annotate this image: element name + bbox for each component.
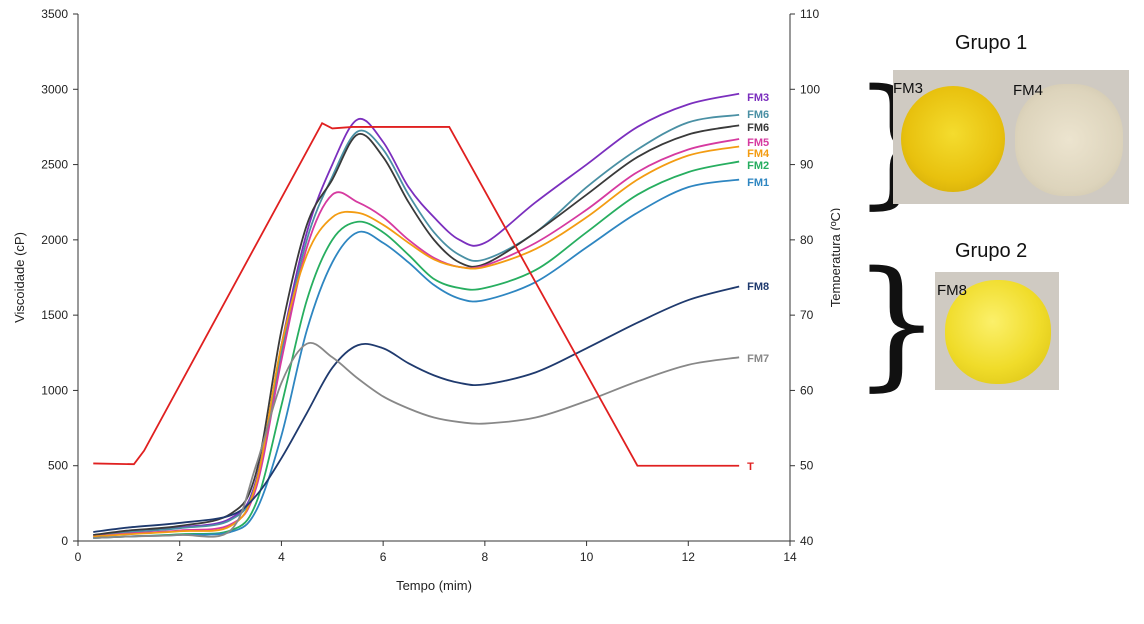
series-line-fm3 [93, 92, 740, 536]
y-tick-label: 500 [48, 459, 68, 473]
series-line-fm6 [93, 113, 740, 536]
series-line-fm6 [93, 124, 740, 536]
series-label-fm4: FM4 [747, 148, 770, 160]
chart-axes: 0 2 4 6 8 10 12 14 0 500 1000 1500 2000 2500 3000 3500 4… [12, 7, 840, 593]
y-axis-title: Viscoidade (cP) [12, 232, 27, 323]
series-label-fm2: FM2 [747, 160, 769, 172]
y2-tick-label: 100 [800, 82, 820, 96]
series-label-fm5: FM5 [747, 137, 769, 149]
x-tick-label: 12 [682, 550, 696, 564]
y-tick-label: 3500 [41, 7, 68, 21]
y2-tick-label: 70 [800, 308, 814, 322]
series-line-fm5 [93, 138, 740, 538]
y2-tick-label: 40 [800, 534, 814, 548]
y-tick-label: 1000 [41, 383, 68, 397]
y-tick-label: 2500 [41, 158, 68, 172]
y2-tick-label: 50 [800, 459, 814, 473]
sample-label-fm3: FM3 [893, 80, 923, 97]
fm4-sample-image [1015, 84, 1123, 196]
y-tick-label: 0 [61, 534, 68, 548]
x-tick-label: 0 [75, 550, 82, 564]
y2-tick-label: 80 [800, 233, 814, 247]
series-line-fm2 [93, 160, 740, 539]
series-label-fm3: FM3 [747, 92, 769, 104]
y2-tick-label: 110 [800, 7, 819, 21]
fm3-sample-image [901, 86, 1005, 192]
group-2-brace: } [852, 242, 942, 405]
series-label-fm6: FM6 [747, 122, 769, 134]
viscosity-chart: 0 2 4 6 8 10 12 14 0 500 1000 1500 2000 2500 3000 3500 4… [12, 7, 840, 593]
series-label-t: T [747, 461, 754, 473]
x-tick-label: 10 [580, 550, 594, 564]
sample-label-fm8: FM8 [937, 282, 967, 299]
group-2-title: Grupo 2 [955, 240, 1028, 262]
y2-tick-label: 60 [800, 383, 814, 397]
series-line-t [93, 121, 740, 467]
series-line-fm4 [93, 145, 740, 538]
series-label-fm6: FM6 [747, 109, 769, 121]
x-tick-label: 14 [783, 550, 797, 564]
y-tick-label: 1500 [41, 308, 68, 322]
series-label-fm7: FM7 [747, 353, 769, 365]
series-line-fm1 [93, 178, 740, 539]
chart-lines [93, 92, 740, 539]
x-tick-label: 6 [380, 550, 387, 564]
y-tick-label: 2000 [41, 233, 68, 247]
series-line-fm7 [93, 341, 740, 539]
y-tick-label: 3000 [41, 82, 68, 96]
series-line-fm8 [93, 285, 740, 533]
fm8-sample-image [945, 280, 1051, 384]
y2-tick-label: 90 [800, 158, 814, 172]
x-tick-label: 8 [482, 550, 489, 564]
group-1-photo: FM3 FM4 [893, 70, 1129, 204]
group-2-photo: FM8 [935, 272, 1059, 390]
group-1-title: Grupo 1 [955, 32, 1028, 54]
y2-axis-title: Temperatura (ºC) [828, 208, 840, 307]
series-label-fm1: FM1 [747, 177, 769, 189]
x-axis-title: Tempo (mim) [396, 578, 472, 593]
sample-label-fm4: FM4 [1013, 82, 1043, 99]
x-tick-label: 4 [278, 550, 285, 564]
x-tick-label: 2 [176, 550, 183, 564]
series-label-fm8: FM8 [747, 281, 769, 293]
